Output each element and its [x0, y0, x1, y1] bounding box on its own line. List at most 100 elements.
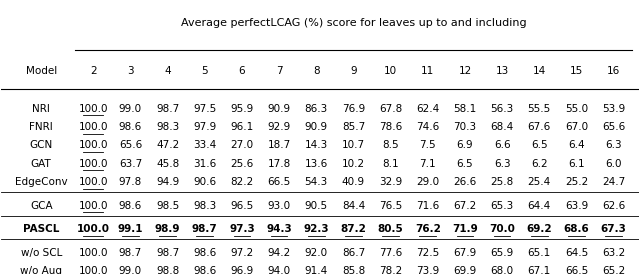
Text: 90.9: 90.9	[268, 104, 291, 114]
Text: 14.3: 14.3	[305, 140, 328, 150]
Text: 6.2: 6.2	[531, 159, 548, 169]
Text: 67.2: 67.2	[453, 201, 477, 211]
Text: 73.9: 73.9	[416, 266, 440, 274]
Text: 93.0: 93.0	[268, 201, 291, 211]
Text: 15: 15	[570, 66, 583, 76]
Text: 25.2: 25.2	[565, 177, 588, 187]
Text: 92.0: 92.0	[305, 248, 328, 258]
Text: 96.1: 96.1	[230, 122, 253, 132]
Text: 25.8: 25.8	[490, 177, 514, 187]
Text: 25.4: 25.4	[528, 177, 551, 187]
Text: 77.6: 77.6	[379, 248, 403, 258]
Text: 6.0: 6.0	[605, 159, 622, 169]
Text: 55.5: 55.5	[528, 104, 551, 114]
Text: 45.8: 45.8	[156, 159, 179, 169]
Text: 100.0: 100.0	[79, 140, 108, 150]
Text: 3: 3	[127, 66, 134, 76]
Text: 98.7: 98.7	[119, 248, 142, 258]
Text: FNRI: FNRI	[29, 122, 53, 132]
Text: 67.9: 67.9	[453, 248, 477, 258]
Text: Model: Model	[26, 66, 57, 76]
Text: 65.2: 65.2	[602, 266, 625, 274]
Text: 6.3: 6.3	[605, 140, 622, 150]
Text: 98.6: 98.6	[119, 201, 142, 211]
Text: 7.1: 7.1	[419, 159, 436, 169]
Text: 69.9: 69.9	[453, 266, 477, 274]
Text: 65.9: 65.9	[490, 248, 514, 258]
Text: 63.7: 63.7	[119, 159, 142, 169]
Text: 94.3: 94.3	[266, 224, 292, 234]
Text: 94.9: 94.9	[156, 177, 179, 187]
Text: 92.3: 92.3	[303, 224, 329, 234]
Text: Average perfectLCAG (%) score for leaves up to and including: Average perfectLCAG (%) score for leaves…	[180, 18, 526, 28]
Text: 94.0: 94.0	[268, 266, 291, 274]
Text: 76.2: 76.2	[415, 224, 441, 234]
Text: 63.2: 63.2	[602, 248, 625, 258]
Text: 65.6: 65.6	[602, 122, 625, 132]
Text: 99.0: 99.0	[119, 104, 142, 114]
Text: 98.3: 98.3	[156, 122, 179, 132]
Text: 85.7: 85.7	[342, 122, 365, 132]
Text: 95.9: 95.9	[230, 104, 253, 114]
Text: 78.2: 78.2	[379, 266, 403, 274]
Text: 12: 12	[458, 66, 472, 76]
Text: 24.7: 24.7	[602, 177, 625, 187]
Text: 98.6: 98.6	[119, 122, 142, 132]
Text: 67.1: 67.1	[528, 266, 551, 274]
Text: 72.5: 72.5	[416, 248, 440, 258]
Text: PASCL: PASCL	[23, 224, 60, 234]
Text: 66.5: 66.5	[565, 266, 588, 274]
Text: 6.9: 6.9	[457, 140, 474, 150]
Text: 100.0: 100.0	[77, 224, 109, 234]
Text: 100.0: 100.0	[79, 104, 108, 114]
Text: 100.0: 100.0	[79, 177, 108, 187]
Text: 87.2: 87.2	[340, 224, 366, 234]
Text: 10.7: 10.7	[342, 140, 365, 150]
Text: 66.5: 66.5	[268, 177, 291, 187]
Text: 58.1: 58.1	[453, 104, 477, 114]
Text: 98.5: 98.5	[156, 201, 179, 211]
Text: w/o Aug: w/o Aug	[20, 266, 62, 274]
Text: 98.7: 98.7	[192, 224, 218, 234]
Text: 85.8: 85.8	[342, 266, 365, 274]
Text: 47.2: 47.2	[156, 140, 179, 150]
Text: w/o SCL: w/o SCL	[20, 248, 62, 258]
Text: 67.6: 67.6	[528, 122, 551, 132]
Text: 25.6: 25.6	[230, 159, 253, 169]
Text: 67.3: 67.3	[601, 224, 627, 234]
Text: 62.4: 62.4	[416, 104, 440, 114]
Text: 14: 14	[532, 66, 546, 76]
Text: GCN: GCN	[29, 140, 53, 150]
Text: 18.7: 18.7	[268, 140, 291, 150]
Text: 86.3: 86.3	[305, 104, 328, 114]
Text: 11: 11	[421, 66, 435, 76]
Text: 100.0: 100.0	[79, 159, 108, 169]
Text: 98.7: 98.7	[156, 104, 179, 114]
Text: 91.4: 91.4	[305, 266, 328, 274]
Text: 8.1: 8.1	[382, 159, 399, 169]
Text: 64.4: 64.4	[528, 201, 551, 211]
Text: 90.9: 90.9	[305, 122, 328, 132]
Text: 8: 8	[313, 66, 319, 76]
Text: 13.6: 13.6	[305, 159, 328, 169]
Text: 68.4: 68.4	[490, 122, 514, 132]
Text: 26.6: 26.6	[453, 177, 477, 187]
Text: 4: 4	[164, 66, 171, 76]
Text: 98.3: 98.3	[193, 201, 216, 211]
Text: 65.1: 65.1	[528, 248, 551, 258]
Text: 13: 13	[495, 66, 509, 76]
Text: 65.6: 65.6	[119, 140, 142, 150]
Text: 84.4: 84.4	[342, 201, 365, 211]
Text: 98.7: 98.7	[156, 248, 179, 258]
Text: 76.5: 76.5	[379, 201, 403, 211]
Text: 64.5: 64.5	[565, 248, 588, 258]
Text: 53.9: 53.9	[602, 104, 625, 114]
Text: 68.6: 68.6	[564, 224, 589, 234]
Text: GAT: GAT	[31, 159, 52, 169]
Text: 6.1: 6.1	[568, 159, 585, 169]
Text: EdgeConv: EdgeConv	[15, 177, 68, 187]
Text: 99.0: 99.0	[119, 266, 142, 274]
Text: 55.0: 55.0	[565, 104, 588, 114]
Text: 40.9: 40.9	[342, 177, 365, 187]
Text: 97.9: 97.9	[193, 122, 216, 132]
